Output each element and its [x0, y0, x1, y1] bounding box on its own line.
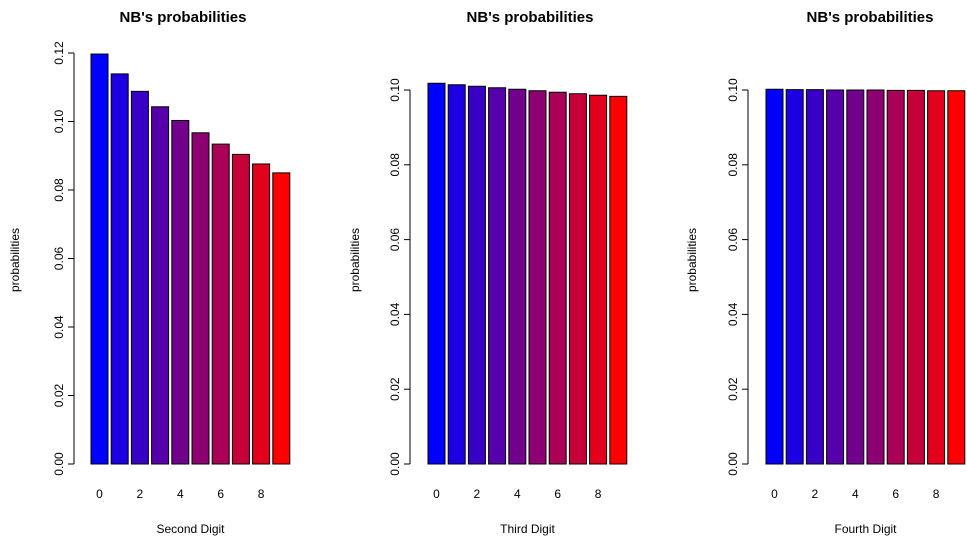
- bar: [211, 143, 230, 465]
- chart-title: NB's probabilities: [807, 9, 934, 26]
- y-tick-label: 0.06: [52, 246, 66, 270]
- chart-title: NB's probabilities: [467, 9, 594, 26]
- bar: [866, 89, 885, 465]
- x-axis-label: Second Digit: [156, 522, 225, 536]
- bar: [846, 89, 865, 465]
- y-tick-label: 0.10: [726, 78, 740, 102]
- y-tick-label: 0.04: [388, 302, 402, 326]
- y-tick-label: 0.02: [52, 383, 66, 407]
- bar: [528, 90, 547, 465]
- x-tick-label: 6: [554, 487, 561, 501]
- y-tick-label: 0.06: [726, 228, 740, 252]
- bar: [252, 163, 271, 465]
- x-tick-label: 2: [137, 487, 144, 501]
- bar: [110, 73, 129, 465]
- y-tick-label: 0.12: [52, 41, 66, 65]
- y-axis-label: probabilities: [348, 228, 362, 292]
- chart-title: NB's probabilities: [120, 9, 247, 26]
- x-tick-label: 6: [892, 487, 899, 501]
- y-tick-label: 0.08: [52, 178, 66, 202]
- x-tick-label: 2: [812, 487, 819, 501]
- y-tick-label: 0.04: [52, 315, 66, 339]
- bar: [826, 89, 845, 465]
- y-tick-label: 0.10: [388, 78, 402, 102]
- x-tick-label: 4: [852, 487, 859, 501]
- x-axis-label: Third Digit: [500, 522, 555, 536]
- x-tick-label: 4: [177, 487, 184, 501]
- bar: [785, 89, 804, 465]
- bar: [947, 90, 966, 465]
- x-tick-label: 8: [258, 487, 265, 501]
- y-tick-label: 0.10: [52, 109, 66, 133]
- x-axis-label: Fourth Digit: [834, 522, 897, 536]
- x-tick-label: 2: [474, 487, 481, 501]
- x-tick-label: 4: [514, 487, 521, 501]
- y-tick-label: 0.00: [388, 452, 402, 476]
- y-tick-label: 0.02: [388, 377, 402, 401]
- bar: [272, 172, 291, 465]
- bar: [548, 91, 567, 465]
- y-axis-label: probabilities: [685, 228, 699, 292]
- x-tick-label: 0: [771, 487, 778, 501]
- y-tick-label: 0.00: [726, 452, 740, 476]
- x-tick-label: 8: [933, 487, 940, 501]
- bar: [609, 95, 628, 465]
- y-tick-label: 0.02: [726, 377, 740, 401]
- bar: [488, 87, 507, 465]
- x-tick-label: 6: [217, 487, 224, 501]
- x-tick-label: 8: [595, 487, 602, 501]
- bar: [427, 82, 446, 465]
- bar: [231, 153, 250, 465]
- bar: [130, 90, 149, 465]
- bar: [151, 106, 170, 465]
- bar: [568, 93, 587, 465]
- x-tick-label: 0: [96, 487, 103, 501]
- y-tick-label: 0.06: [388, 228, 402, 252]
- y-tick-label: 0.04: [726, 302, 740, 326]
- x-tick-label: 0: [433, 487, 440, 501]
- y-tick-label: 0.08: [388, 153, 402, 177]
- y-tick-label: 0.00: [52, 452, 66, 476]
- bar: [589, 94, 608, 465]
- y-axis-label: probabilities: [8, 228, 22, 292]
- bar: [805, 89, 824, 465]
- bar: [447, 84, 466, 465]
- bar: [467, 85, 486, 465]
- bar: [508, 88, 527, 465]
- bar: [90, 53, 109, 465]
- bar: [906, 89, 925, 465]
- bar: [886, 89, 905, 465]
- y-tick-label: 0.08: [726, 153, 740, 177]
- bar: [927, 90, 946, 465]
- bar: [191, 132, 210, 465]
- bar: [765, 88, 784, 465]
- bar: [171, 119, 190, 465]
